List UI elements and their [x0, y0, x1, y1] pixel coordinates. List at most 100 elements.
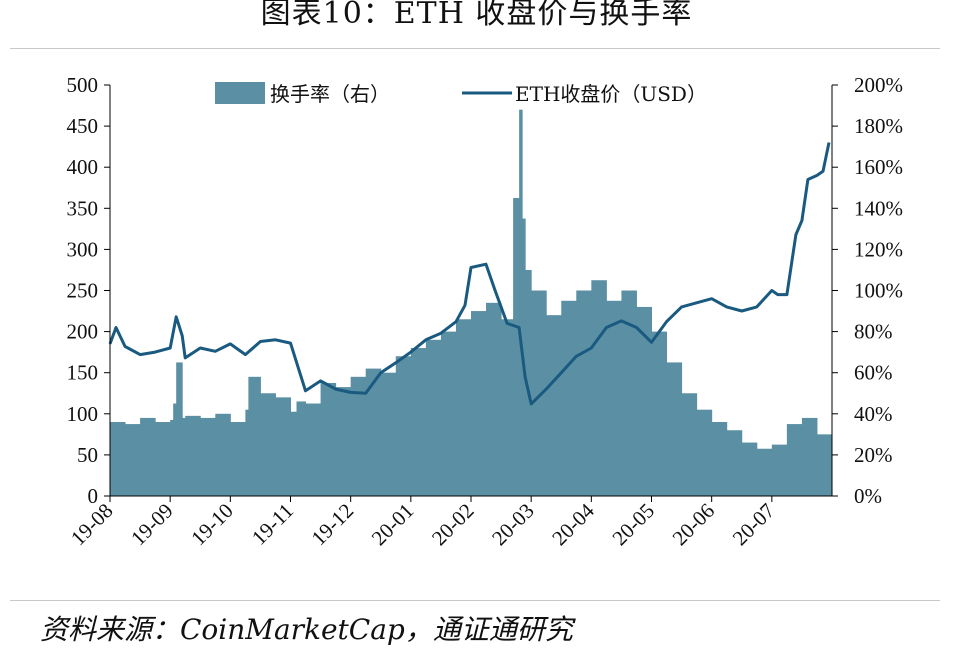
turnover-bar — [546, 315, 562, 496]
turnover-bar — [455, 319, 472, 496]
bottom-rule — [10, 600, 940, 601]
left-tick-label: 0 — [88, 484, 99, 508]
left-tick-label: 400 — [67, 155, 99, 179]
turnover-bar — [816, 434, 833, 496]
left-tick-label: 500 — [67, 73, 99, 97]
turnover-bar — [591, 280, 607, 496]
turnover-bar — [525, 269, 532, 496]
turnover-bar — [125, 424, 141, 496]
turnover-bar — [513, 198, 520, 496]
turnover-bar — [170, 419, 174, 496]
turnover-bar — [335, 387, 352, 496]
turnover-bar — [395, 356, 412, 496]
turnover-bar — [380, 372, 397, 496]
x-tick-label: 19-12 — [307, 499, 359, 551]
turnover-bar — [173, 403, 177, 496]
x-tick-label: 20-02 — [427, 499, 479, 551]
right-tick-label: 0% — [854, 484, 882, 508]
chart-title: 图表10：ETH 收盘价与换手率 — [260, 0, 693, 31]
turnover-bar — [561, 300, 577, 496]
right-tick-label: 60% — [854, 361, 893, 385]
turnover-bars — [110, 109, 833, 496]
turnover-bar — [666, 362, 683, 496]
right-tick-label: 160% — [854, 155, 903, 179]
left-tick-label: 300 — [67, 237, 99, 261]
right-tick-label: 140% — [854, 196, 903, 220]
turnover-bar — [275, 397, 291, 496]
turnover-bar — [440, 331, 457, 496]
turnover-bar — [519, 109, 523, 496]
x-tick-label: 19-10 — [186, 499, 238, 551]
turnover-bar — [741, 442, 758, 496]
right-tick-label: 120% — [854, 237, 903, 261]
right-tick-label: 20% — [854, 443, 893, 467]
turnover-bar — [296, 401, 307, 496]
turnover-bar — [230, 422, 246, 496]
turnover-bar — [786, 424, 803, 496]
legend-bar-swatch — [215, 82, 265, 104]
turnover-bar — [290, 411, 298, 496]
price-line-group — [108, 142, 831, 406]
turnover-bar — [245, 409, 249, 496]
turnover-bar — [365, 368, 382, 496]
turnover-bar — [621, 290, 637, 496]
chart-area: 0 50 100 150 200 250 300 350 400 450 500 0% 20% 40% 60… — [66, 73, 903, 551]
turnover-bar — [425, 339, 442, 496]
turnover-bar — [531, 290, 547, 496]
x-tick-label: 19-08 — [66, 499, 118, 551]
turnover-bar — [471, 311, 487, 496]
left-tick-label: 250 — [67, 279, 99, 303]
right-tick-label: 80% — [854, 320, 893, 344]
left-tick-label: 450 — [67, 114, 99, 138]
turnover-bar — [200, 417, 216, 496]
turnover-bar — [185, 415, 201, 496]
turnover-bar — [176, 362, 183, 496]
turnover-bar — [756, 448, 773, 496]
turnover-bar — [651, 331, 668, 496]
turnover-bar — [801, 417, 818, 496]
turnover-bar — [320, 382, 337, 496]
left-tick-label: 350 — [67, 196, 99, 220]
turnover-bar — [305, 403, 322, 496]
turnover-bar — [110, 422, 126, 496]
turnover-bar — [410, 348, 427, 496]
turnover-bar — [215, 413, 231, 496]
turnover-bar — [182, 417, 186, 496]
turnover-bar — [576, 290, 592, 496]
turnover-bar — [248, 376, 261, 496]
turnover-bar — [711, 422, 728, 496]
turnover-bar — [681, 393, 698, 496]
legend-line-label: ETH收盘价（USD） — [515, 82, 707, 106]
left-tick-label: 150 — [67, 361, 99, 385]
x-tick-label: 20-05 — [607, 499, 659, 551]
turnover-bar — [260, 393, 276, 496]
x-tick-label: 19-11 — [247, 499, 298, 550]
price-line — [108, 142, 831, 406]
turnover-bar — [771, 444, 788, 496]
legend: 换手率（右） ETH收盘价（USD） — [215, 82, 707, 106]
left-tick-label: 200 — [67, 320, 99, 344]
turnover-bar — [696, 409, 713, 496]
turnover-bar — [155, 422, 171, 496]
x-tick-label: 20-01 — [367, 499, 419, 551]
x-tick-label: 20-03 — [487, 499, 539, 551]
legend-bar-label: 换手率（右） — [270, 82, 390, 106]
left-tick-label: 100 — [67, 402, 99, 426]
x-tick-label: 20-04 — [547, 498, 599, 550]
turnover-bar — [350, 376, 367, 496]
right-tick-label: 180% — [854, 114, 903, 138]
turnover-bar — [501, 319, 514, 496]
turnover-bar — [726, 430, 743, 496]
turnover-bar — [606, 300, 622, 496]
x-tick-label: 20-07 — [728, 499, 780, 551]
turnover-bar — [636, 306, 652, 496]
x-tick-label: 19-09 — [126, 499, 178, 551]
right-tick-label: 200% — [854, 73, 903, 97]
turnover-bar — [140, 417, 156, 496]
top-rule — [10, 48, 940, 49]
right-tick-label: 100% — [854, 279, 903, 303]
turnover-bar — [486, 302, 502, 496]
source-note: 资料来源：CoinMarketCap，通证通研究 — [40, 613, 573, 646]
right-tick-label: 40% — [854, 402, 893, 426]
x-tick-label: 20-06 — [668, 499, 720, 551]
